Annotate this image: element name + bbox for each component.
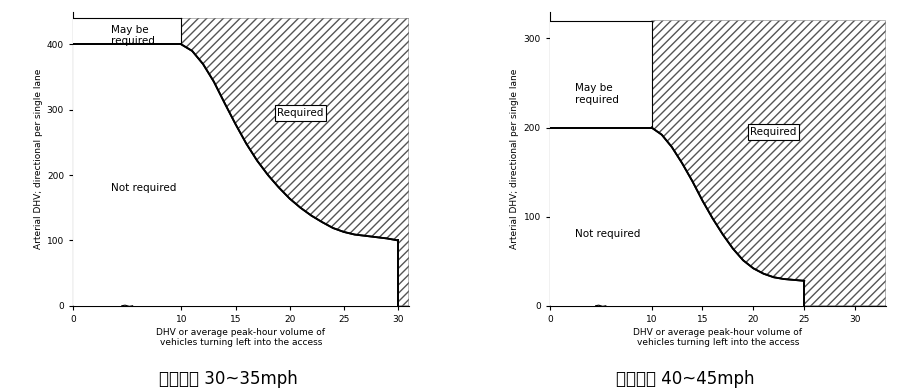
Polygon shape (73, 44, 398, 306)
Text: 운영속도 30~35mph: 운영속도 30~35mph (159, 370, 298, 388)
Text: May be
required: May be required (111, 25, 155, 46)
Text: Required: Required (278, 108, 324, 118)
Y-axis label: Arterial DHV; directional per single lane: Arterial DHV; directional per single lan… (34, 69, 43, 249)
Text: Not required: Not required (111, 183, 176, 193)
Polygon shape (550, 21, 652, 127)
Text: May be
required: May be required (111, 25, 155, 46)
Text: Not required: Not required (575, 229, 641, 240)
Polygon shape (652, 21, 886, 306)
Text: May be
required: May be required (575, 83, 619, 105)
Polygon shape (550, 127, 804, 306)
Text: Not required: Not required (575, 229, 641, 240)
X-axis label: DHV or average peak-hour volume of
vehicles turning left into the access: DHV or average peak-hour volume of vehic… (634, 328, 803, 347)
Polygon shape (182, 18, 409, 306)
Y-axis label: Arterial DHV; directional per single lane: Arterial DHV; directional per single lan… (510, 69, 519, 249)
Polygon shape (73, 18, 182, 44)
X-axis label: DHV or average peak-hour volume of
vehicles turning left into the access: DHV or average peak-hour volume of vehic… (156, 328, 325, 347)
Text: Required: Required (750, 127, 797, 137)
Text: 운영속도 40~45mph: 운영속도 40~45mph (615, 370, 754, 388)
Text: May be
required: May be required (575, 83, 619, 105)
Text: Not required: Not required (111, 183, 176, 193)
